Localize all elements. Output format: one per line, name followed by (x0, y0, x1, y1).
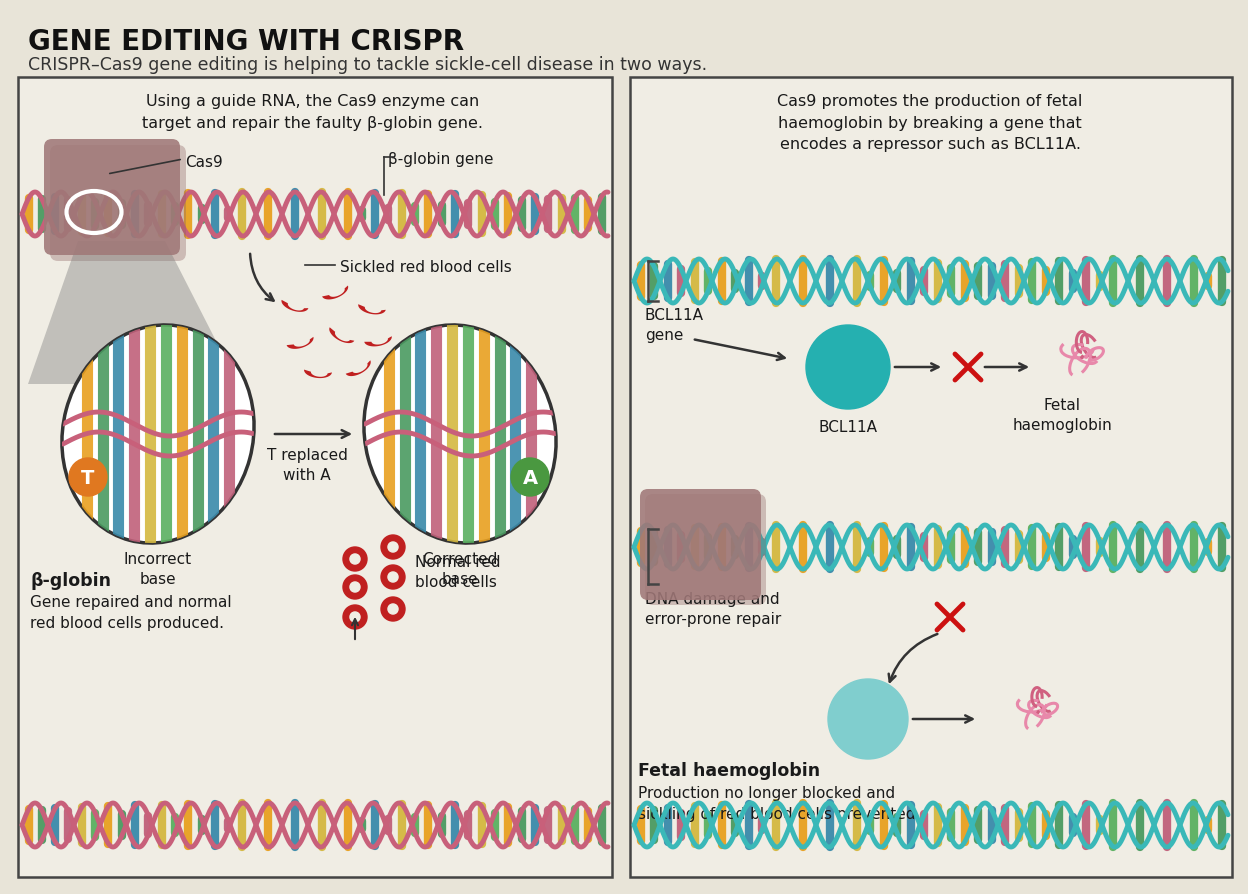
Circle shape (806, 325, 890, 409)
Text: CRISPR–Cas9 gene editing is helping to tackle sickle-cell disease in two ways.: CRISPR–Cas9 gene editing is helping to t… (27, 56, 708, 74)
Circle shape (381, 565, 406, 589)
Polygon shape (358, 305, 386, 315)
Polygon shape (27, 241, 238, 384)
Circle shape (349, 612, 359, 622)
Text: Cas9: Cas9 (185, 155, 222, 170)
FancyBboxPatch shape (640, 489, 761, 601)
Text: Sickled red blood cells: Sickled red blood cells (339, 260, 512, 274)
Polygon shape (287, 338, 313, 350)
FancyBboxPatch shape (44, 139, 180, 256)
Text: T: T (81, 468, 95, 487)
Ellipse shape (62, 325, 255, 544)
Circle shape (381, 536, 406, 560)
Circle shape (349, 554, 359, 564)
Polygon shape (346, 361, 371, 376)
Text: DNA damage and
error-prone repair: DNA damage and error-prone repair (645, 591, 781, 626)
Text: β-globin: β-globin (30, 571, 111, 589)
Polygon shape (282, 300, 308, 313)
Text: BCL11A
gene: BCL11A gene (645, 308, 704, 342)
Circle shape (388, 604, 398, 614)
Circle shape (388, 572, 398, 582)
Text: Gene repaired and normal
red blood cells produced.: Gene repaired and normal red blood cells… (30, 595, 232, 630)
Circle shape (827, 679, 909, 759)
Text: β-globin gene: β-globin gene (388, 152, 493, 167)
FancyBboxPatch shape (645, 494, 766, 605)
Circle shape (510, 459, 549, 496)
Circle shape (343, 576, 367, 599)
Text: Cas9 promotes the production of fetal
haemoglobin by breaking a gene that
encode: Cas9 promotes the production of fetal ha… (778, 94, 1083, 152)
Text: A: A (523, 468, 538, 487)
Text: Incorrect
base: Incorrect base (124, 552, 192, 586)
Polygon shape (322, 286, 348, 300)
Text: Normal red
blood cells: Normal red blood cells (416, 554, 500, 589)
Text: Production no longer blocked and
sickling of red blood cells prevented.: Production no longer blocked and sicklin… (638, 785, 920, 821)
Circle shape (343, 547, 367, 571)
Polygon shape (305, 370, 332, 379)
Circle shape (343, 605, 367, 629)
Bar (630, 78, 1232, 877)
Text: GENE EDITING WITH CRISPR: GENE EDITING WITH CRISPR (27, 28, 464, 56)
Bar (17, 78, 612, 877)
Circle shape (381, 597, 406, 621)
Polygon shape (329, 328, 354, 343)
Text: Fetal haemoglobin: Fetal haemoglobin (638, 761, 820, 780)
Polygon shape (364, 337, 392, 347)
Ellipse shape (364, 325, 557, 544)
FancyBboxPatch shape (50, 146, 186, 262)
Circle shape (388, 543, 398, 552)
Text: Corrected
base: Corrected base (422, 552, 498, 586)
Text: Using a guide RNA, the Cas9 enzyme can
target and repair the faulty β-globin gen: Using a guide RNA, the Cas9 enzyme can t… (142, 94, 483, 131)
Circle shape (69, 459, 107, 496)
Text: BCL11A: BCL11A (819, 419, 877, 434)
Text: Fetal
haemoglobin: Fetal haemoglobin (1012, 398, 1112, 433)
Circle shape (349, 582, 359, 593)
Text: T replaced
with A: T replaced with A (267, 448, 347, 482)
